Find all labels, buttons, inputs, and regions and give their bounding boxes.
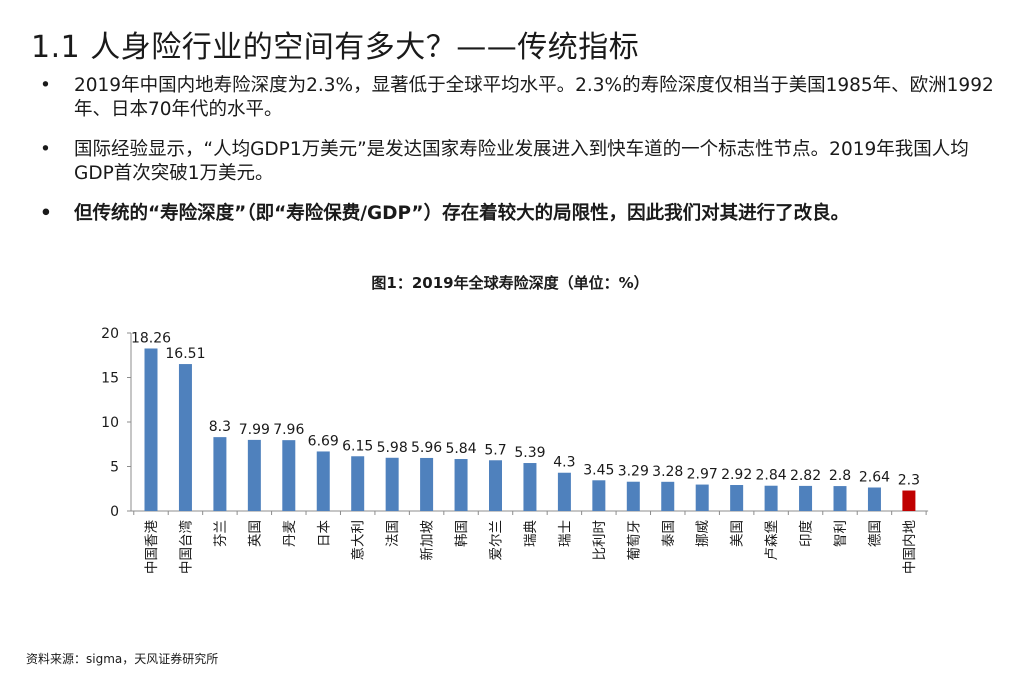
- y-tick-label: 15: [101, 371, 119, 387]
- bar: [799, 485, 813, 511]
- bar: [592, 480, 606, 511]
- category-label: 丹麦: [282, 520, 298, 548]
- bullet-dot: •: [40, 75, 51, 96]
- category-label: 印度: [799, 520, 815, 547]
- y-tick-label: 20: [101, 326, 119, 342]
- category-label: 中国台湾: [177, 520, 194, 574]
- bar-value-label: 2.97: [687, 467, 718, 483]
- bar-value-label: 5.96: [411, 440, 442, 456]
- bar: [867, 487, 881, 511]
- bullet-item: • 国际经验显示，“人均GDP1万美元”是发达国家寿险业发展进入到快车道的一个标…: [40, 138, 995, 186]
- bar-value-label: 5.39: [514, 445, 545, 461]
- bar: [282, 440, 296, 511]
- bar: [316, 451, 330, 511]
- source-note: 资料来源：sigma，天风证券研究所: [26, 652, 219, 666]
- category-label: 英国: [246, 520, 263, 547]
- category-label: 泰国: [661, 520, 677, 547]
- y-tick-label: 0: [110, 504, 119, 520]
- bar: [489, 460, 502, 511]
- category-label: 瑞典: [523, 520, 539, 547]
- category-label: 日本: [316, 520, 332, 548]
- bar: [420, 457, 434, 511]
- bullet-text: 2019年中国内地寿险深度为2.3%，显著低于全球平均水平。2.3%的寿险深度仅…: [74, 75, 994, 120]
- chart-title: 图1：2019年全球寿险深度（单位：%）: [371, 274, 649, 292]
- category-label: 法国: [385, 520, 401, 547]
- bar-value-label: 2.64: [859, 470, 890, 486]
- bar-value-label: 2.84: [756, 468, 787, 484]
- bar: [695, 484, 709, 511]
- bar: [557, 472, 571, 511]
- bar: [178, 364, 192, 511]
- bullet-item: • 但传统的“寿险深度”（即“寿险保费/GDP”）存在着较大的局限性，因此我们对…: [40, 202, 995, 226]
- bar-value-label: 6.15: [342, 438, 373, 454]
- category-label: 美国: [730, 520, 746, 547]
- bar-value-label: 3.29: [618, 464, 649, 480]
- category-label: 爱尔兰: [489, 520, 505, 561]
- category-label: 比利时: [592, 520, 608, 561]
- bar: [902, 490, 916, 511]
- bar-value-label: 2.82: [790, 468, 821, 484]
- bar-value-label: 2.92: [721, 467, 752, 483]
- category-label: 芬兰: [213, 520, 229, 547]
- bar-value-label: 3.28: [652, 464, 683, 480]
- category-label: 瑞士: [557, 520, 573, 547]
- bullet-dot: •: [40, 139, 51, 160]
- bullet-dot: •: [40, 203, 52, 224]
- bar-value-label: 18.26: [131, 330, 171, 346]
- bar: [144, 348, 158, 511]
- category-label: 意大利: [350, 520, 367, 561]
- bar: [523, 463, 537, 511]
- bar: [454, 459, 468, 511]
- bar-value-label: 7.99: [239, 422, 270, 438]
- bar-value-label: 6.69: [308, 433, 339, 449]
- category-label: 中国内地: [902, 520, 918, 574]
- bar-value-label: 2.3: [898, 473, 920, 489]
- category-label: 韩国: [454, 520, 470, 547]
- bar-value-label: 2.8: [829, 468, 851, 484]
- bullet-text: 国际经验显示，“人均GDP1万美元”是发达国家寿险业发展进入到快车道的一个标志性…: [74, 139, 969, 184]
- category-label: 德国: [867, 520, 883, 547]
- bar: [661, 481, 675, 511]
- bar-value-label: 5.84: [445, 441, 476, 457]
- bullet-item: • 2019年中国内地寿险深度为2.3%，显著低于全球平均水平。2.3%的寿险深…: [40, 74, 995, 122]
- bar-value-label: 3.45: [583, 462, 614, 478]
- bar-value-label: 4.3: [553, 455, 575, 471]
- bar: [626, 481, 640, 511]
- bar: [213, 437, 227, 511]
- category-label: 葡萄牙: [626, 520, 642, 561]
- y-tick-label: 5: [110, 460, 119, 476]
- bar: [764, 485, 778, 511]
- category-label: 新加坡: [420, 520, 436, 561]
- bar-value-label: 5.98: [377, 440, 408, 456]
- bullet-list: • 2019年中国内地寿险深度为2.3%，显著低于全球平均水平。2.3%的寿险深…: [40, 74, 995, 242]
- bar: [833, 486, 847, 511]
- life-insurance-depth-chart: 0 5 10 15 20 18.26 中国香港 16.51 中国台湾 8.3 芬兰 7.99 英国 7.9…: [101, 326, 929, 574]
- y-tick-label: 10: [101, 415, 119, 431]
- bar: [351, 456, 365, 511]
- category-label: 卢森堡: [764, 520, 780, 561]
- bullet-text: 但传统的“寿险深度”（即“寿险保费/GDP”）存在着较大的局限性，因此我们对其进…: [74, 203, 850, 224]
- bar-value-label: 16.51: [165, 346, 205, 362]
- bar: [385, 457, 399, 511]
- category-label: 挪威: [695, 520, 711, 548]
- bar: [730, 485, 744, 511]
- bar-value-label: 5.7: [484, 442, 506, 458]
- category-label: 智利: [833, 520, 849, 547]
- category-label: 中国香港: [144, 520, 160, 574]
- bar-value-label: 8.3: [209, 419, 231, 435]
- bar-value-label: 7.96: [273, 422, 304, 438]
- bar: [247, 439, 261, 511]
- page-title: 1.1 人身险行业的空间有多大？——传统指标: [31, 30, 640, 65]
